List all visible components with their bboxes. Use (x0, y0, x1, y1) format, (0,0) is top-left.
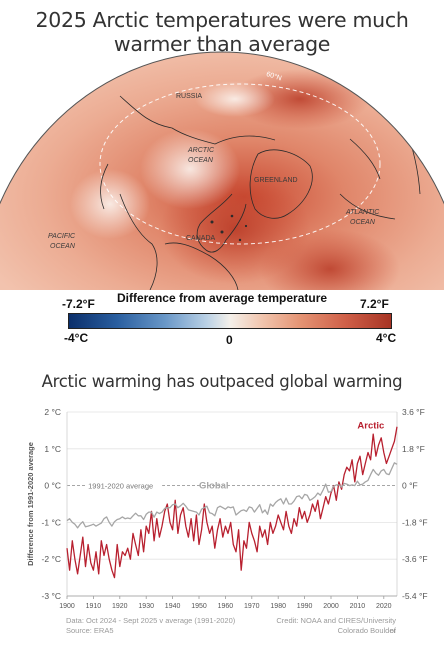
y-tick-right: 1.8 °F (402, 444, 425, 454)
baseline-label: 1991-2020 average (88, 482, 153, 491)
scale-right-c: 4°C (376, 331, 397, 345)
y-tick-right: 0 °F (402, 481, 418, 491)
footer-source-line: Source: ERA5 (66, 626, 114, 635)
color-scale-title: Difference from average temperature (116, 291, 328, 305)
map-label-canada: CANADA (186, 235, 216, 242)
chart-title: Arctic warming has outpaced global warmi… (41, 372, 403, 391)
y-tick-right: -5.4 °F (402, 591, 428, 601)
x-tick-label: 1980 (270, 603, 286, 610)
scale-mid-c: 0 (226, 333, 233, 347)
map-label-russia: RUSSIA (176, 93, 202, 100)
x-tick-label: 2020 (376, 603, 392, 610)
footer-credit-line2: Colorado Boulder (337, 626, 396, 635)
y-tick-left: 2 °C (44, 407, 61, 417)
y-tick-left: -1 °C (42, 517, 61, 527)
y-tick-right: 3.6 °F (402, 407, 425, 417)
warming-line-chart: 2 °C 3.6 °F 1 °C 1.8 °F 0 °C 0 °F -1 °C -1.8 °F… (26, 407, 428, 610)
x-tick-label: 1970 (244, 603, 260, 610)
scale-left-f: -7.2°F (62, 297, 95, 311)
y-tick-left: 0 °C (44, 481, 61, 491)
arctic-series-line (66, 426, 398, 579)
map-label-greenland: GREENLAND (254, 177, 298, 184)
x-tick-label: 1960 (218, 603, 234, 610)
map-label-arctic-ocean-2: OCEAN (188, 157, 214, 164)
map-label-pacific-2: OCEAN (50, 243, 76, 250)
x-tick-label: 1910 (86, 603, 102, 610)
x-tick-label: 1940 (165, 603, 181, 610)
legend-global-label: Global (199, 481, 229, 492)
color-scale-bar (68, 313, 392, 329)
footer-data-line: Data: Oct 2024 - Sept 2025 v average (19… (66, 616, 236, 625)
map-label-arctic-ocean-1: ARCTIC (187, 147, 215, 154)
footer-credit-line1: Credit: NOAA and CIRES/University of (276, 616, 396, 635)
x-tick-label: 1990 (297, 603, 313, 610)
x-tick-label: 1930 (138, 603, 154, 610)
scale-right-f: 7.2°F (360, 297, 389, 311)
map-label-atlantic-1: ATLANTIC (345, 209, 380, 216)
y-tick-right: -3.6 °F (402, 554, 428, 564)
y-tick-left: -3 °C (42, 591, 61, 601)
y-tick-right: -1.8 °F (402, 517, 428, 527)
y-axis-label: Difference from 1991-2020 average (26, 442, 35, 566)
legend-arctic-label: Arctic (357, 421, 384, 432)
map-label-atlantic-2: OCEAN (350, 219, 376, 226)
main-title: 2025 Arctic temperatures were much warme… (35, 8, 409, 56)
map-label-pacific-1: PACIFIC (48, 233, 76, 240)
x-tick-label: 2010 (350, 603, 366, 610)
x-tick-label: 2000 (323, 603, 339, 610)
x-tick-label: 1920 (112, 603, 128, 610)
y-tick-left: 1 °C (44, 444, 61, 454)
x-tick-label: 1950 (191, 603, 207, 610)
y-tick-left: -2 °C (42, 554, 61, 564)
global-series-line (66, 462, 398, 529)
arctic-anomaly-map: 60°N RUSSIA ARCTIC OCEAN GREENLAND ATLAN… (0, 51, 444, 290)
baseline-label-bg (86, 479, 163, 491)
x-tick-label: 1900 (59, 603, 75, 610)
scale-left-c: -4°C (64, 331, 89, 345)
